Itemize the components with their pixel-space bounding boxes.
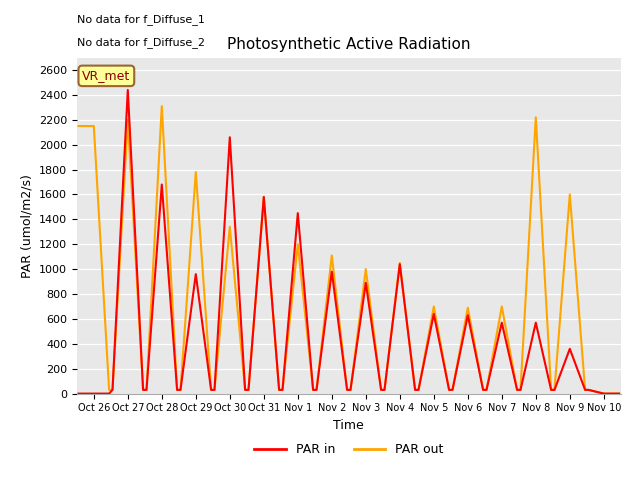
Text: No data for f_Diffuse_1: No data for f_Diffuse_1 bbox=[77, 14, 205, 25]
Title: Photosynthetic Active Radiation: Photosynthetic Active Radiation bbox=[227, 37, 470, 52]
X-axis label: Time: Time bbox=[333, 419, 364, 432]
Y-axis label: PAR (umol/m2/s): PAR (umol/m2/s) bbox=[20, 174, 33, 277]
Legend: PAR in, PAR out: PAR in, PAR out bbox=[250, 438, 448, 461]
Text: No data for f_Diffuse_2: No data for f_Diffuse_2 bbox=[77, 37, 205, 48]
Text: VR_met: VR_met bbox=[82, 70, 131, 83]
